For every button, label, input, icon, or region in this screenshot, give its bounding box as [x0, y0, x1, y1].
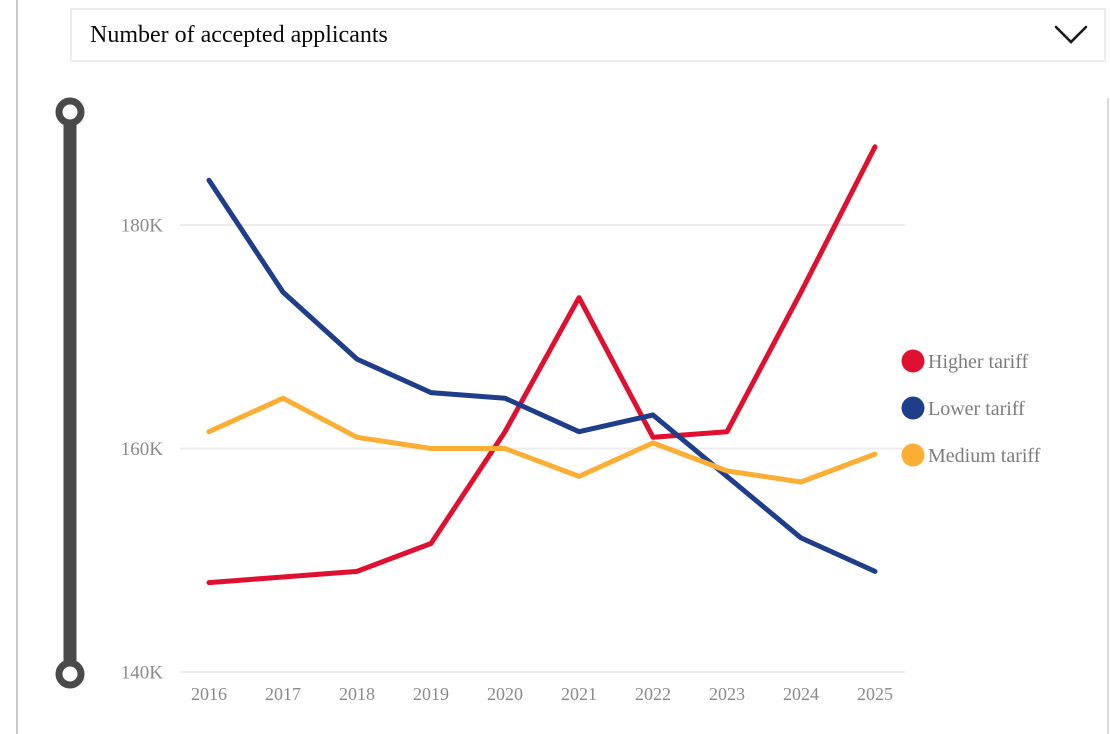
slider-handle-bottom[interactable] — [55, 659, 85, 689]
legend-label: Medium tariff — [928, 445, 1041, 467]
legend-swatch-icon — [901, 349, 925, 373]
x-tick-label: 2021 — [561, 684, 597, 704]
x-tick-label: 2017 — [265, 684, 301, 704]
y-tick-label: 180K — [121, 216, 164, 237]
legend-label: Lower tariff — [928, 398, 1025, 420]
series-line-lower-tariff — [206, 177, 878, 574]
range-slider[interactable] — [55, 97, 85, 689]
x-tick-label: 2020 — [487, 684, 523, 704]
legend-swatch-icon — [901, 443, 925, 467]
legend-item-medium-tariff[interactable]: Medium tariff — [901, 443, 1041, 468]
x-tick-label: 2019 — [413, 684, 449, 704]
x-tick-label: 2023 — [709, 684, 745, 704]
y-axis-labels: 140K 160K 180K — [121, 216, 164, 684]
legend-label: Higher tariff — [928, 351, 1028, 373]
metric-dropdown-value: Number of accepted applicants — [90, 21, 388, 48]
legend: Higher tariff Lower tariff Medium tariff — [901, 349, 1041, 468]
chart-card-right-border — [1107, 98, 1109, 734]
x-tick-label: 2025 — [857, 684, 893, 704]
gridlines — [180, 224, 905, 673]
series-line-medium-tariff — [206, 395, 878, 485]
x-tick-label: 2024 — [783, 684, 819, 704]
legend-swatch-icon — [901, 396, 925, 420]
chevron-down-icon — [1054, 25, 1088, 44]
x-tick-label: 2022 — [635, 684, 671, 704]
series-line-higher-tariff — [206, 144, 878, 586]
legend-item-lower-tariff[interactable]: Lower tariff — [901, 396, 1026, 421]
x-tick-label: 2018 — [339, 684, 375, 704]
slider-handle-top[interactable] — [55, 97, 85, 127]
series-lines — [206, 144, 878, 586]
page-left-border — [16, 0, 18, 734]
y-tick-label: 140K — [121, 663, 164, 684]
legend-item-higher-tariff[interactable]: Higher tariff — [901, 349, 1029, 374]
metric-dropdown[interactable]: Number of accepted applicants — [70, 8, 1106, 62]
y-tick-label: 160K — [121, 439, 164, 460]
x-tick-label: 2016 — [191, 684, 227, 704]
x-axis-labels: 2016 2017 2018 2019 2020 2021 2022 2023 2024 2025 — [191, 684, 893, 704]
